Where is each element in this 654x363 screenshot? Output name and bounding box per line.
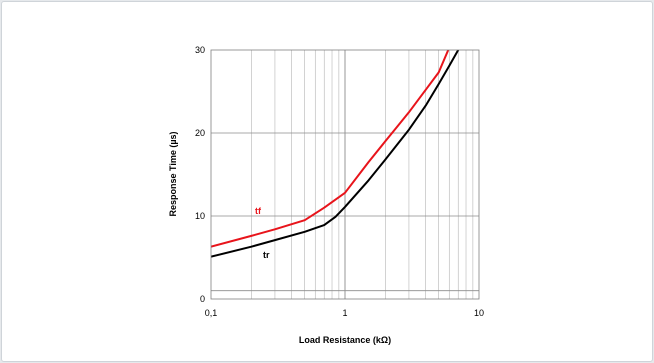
x-tick-label: 1 — [342, 308, 347, 318]
y-tick-label: 20 — [195, 128, 205, 138]
plot-frame — [210, 49, 480, 300]
series-label-tr: tr — [263, 250, 270, 260]
x-axis-label: Load Resistance (kΩ) — [299, 335, 391, 345]
y-tick-label: 10 — [195, 211, 205, 221]
y-tick-labels: 0 10 20 30 — [195, 45, 205, 304]
x-tick-label: 10 — [474, 308, 484, 318]
grid-lines — [211, 50, 479, 299]
series-lines — [211, 50, 460, 258]
series-label-tf: tf — [255, 206, 262, 216]
series-line-tf — [211, 50, 450, 248]
series-line-tr — [211, 50, 460, 258]
y-tick-label: 0 — [200, 294, 205, 304]
x-tick-label: 0,1 — [205, 308, 218, 318]
y-tick-label: 30 — [195, 45, 205, 55]
x-tick-labels: 0,1 1 10 — [205, 308, 484, 318]
y-axis-label: Response Time (µs) — [168, 131, 178, 216]
